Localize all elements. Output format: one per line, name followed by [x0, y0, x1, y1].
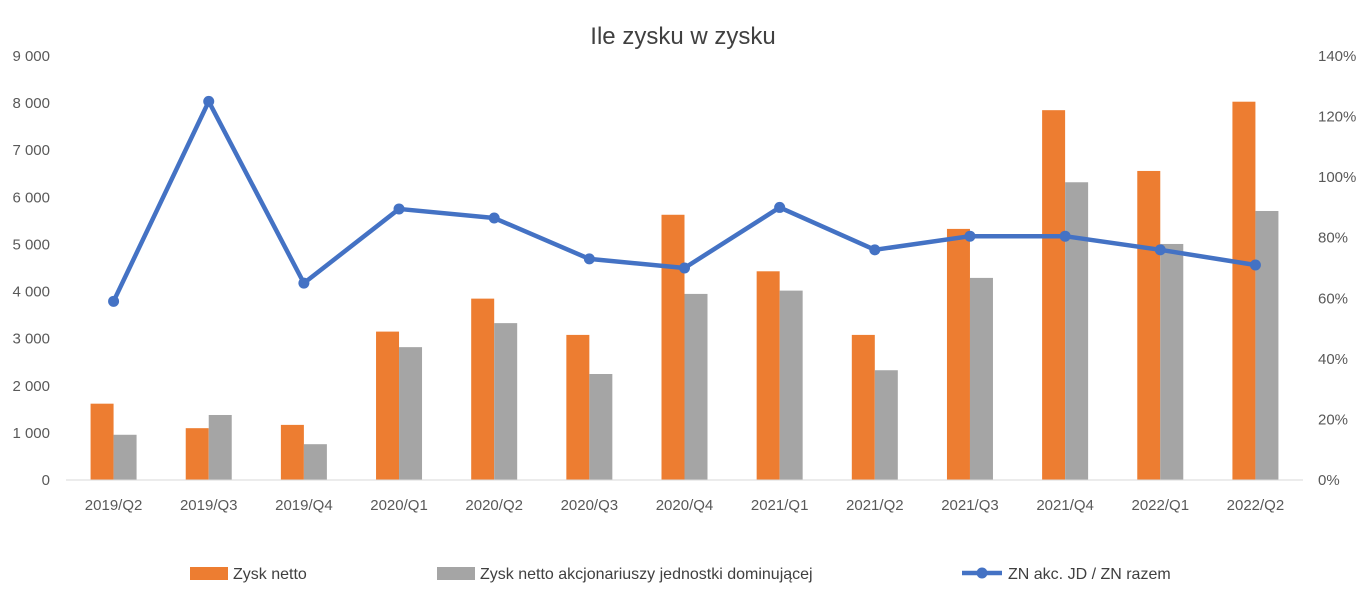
x-tick-label: 2019/Q4 — [275, 497, 333, 514]
y-left-tick-label: 0 — [42, 472, 50, 489]
bar-zysk-jd — [589, 374, 613, 480]
legend-label: Zysk netto — [233, 566, 307, 583]
ratio-point — [488, 212, 500, 224]
bar-zysk-jd — [1065, 182, 1089, 480]
bar-zysk-netto — [1232, 101, 1256, 480]
y-left-tick-label: 2 000 — [12, 378, 50, 395]
x-tick-label: 2021/Q4 — [1036, 497, 1094, 514]
y-left-tick-label: 9 000 — [12, 48, 50, 65]
x-tick-label: 2021/Q1 — [751, 497, 809, 514]
y-right-tick-label: 140% — [1318, 48, 1356, 65]
y-left-tick-label: 3 000 — [12, 331, 50, 348]
bar-zysk-jd — [399, 347, 423, 480]
bar-zysk-netto — [185, 428, 209, 480]
y-right-tick-label: 20% — [1318, 411, 1348, 428]
bar-zysk-netto — [90, 403, 114, 480]
ratio-point — [679, 262, 690, 274]
bar-zysk-netto — [566, 334, 590, 480]
bar-zysk-jd — [779, 290, 803, 480]
bar-zysk-jd — [874, 370, 898, 480]
y-left-tick-label: 4 000 — [12, 284, 50, 301]
x-tick-label: 2022/Q2 — [1227, 497, 1285, 514]
ratio-point — [203, 95, 215, 107]
ratio-point — [1154, 244, 1166, 256]
y-right-tick-label: 120% — [1318, 109, 1356, 126]
x-tick-label: 2019/Q3 — [180, 497, 238, 514]
bar-zysk-jd — [303, 444, 327, 480]
ratio-point — [298, 277, 310, 289]
bar-zysk-netto — [851, 334, 875, 480]
bar-zysk-netto — [661, 214, 685, 480]
chart-title: Ile zysku w zysku — [590, 23, 775, 50]
bar-zysk-netto — [471, 298, 495, 480]
y-right-tick-label: 100% — [1318, 169, 1356, 186]
bar-zysk-netto — [1137, 170, 1161, 480]
ratio-point — [1249, 259, 1261, 271]
legend: Zysk netto Zysk netto akcjonariuszy jedno… — [190, 566, 1171, 583]
x-tick-label: 2020/Q1 — [370, 497, 428, 514]
bar-zysk-netto — [280, 424, 304, 480]
bar-zysk-netto — [376, 331, 400, 480]
bar-zysk-netto — [756, 271, 780, 480]
ratio-point — [964, 230, 976, 242]
legend-swatch — [437, 567, 475, 580]
x-tick-label: 2020/Q3 — [561, 497, 619, 514]
legend-label: ZN akc. JD / ZN razem — [1008, 566, 1171, 583]
x-tick-label: 2022/Q1 — [1131, 497, 1189, 514]
bar-zysk-jd — [494, 323, 518, 480]
bar-zysk-jd — [969, 277, 993, 480]
legend-marker — [976, 567, 988, 579]
bar-zysk-jd — [113, 434, 137, 480]
ratio-point — [393, 203, 405, 215]
x-tick-label: 2019/Q2 — [85, 497, 143, 514]
y-right-tick-label: 40% — [1318, 351, 1348, 368]
y-left-tick-label: 5 000 — [12, 236, 50, 253]
y-right-tick-label: 0% — [1318, 472, 1340, 489]
y-left-tick-label: 6 000 — [12, 189, 50, 206]
ratio-point — [869, 244, 881, 256]
legend-swatch — [190, 567, 228, 580]
x-tick-label: 2021/Q3 — [941, 497, 999, 514]
ratio-point — [583, 253, 595, 265]
bar-zysk-netto — [946, 228, 970, 480]
bar-zysk-netto — [1042, 110, 1066, 480]
legend-label: Zysk netto akcjonariuszy jednostki domin… — [480, 566, 813, 583]
ratio-point — [774, 201, 786, 213]
plot-area: 0 1 000 2 000 3 000 4 000 5 000 6 000 7 000 8 00… — [12, 48, 1356, 514]
ratio-point — [1059, 230, 1071, 242]
y-left-tick-label: 7 000 — [12, 142, 50, 159]
bar-zysk-jd — [684, 293, 708, 480]
y-right-tick-label: 80% — [1318, 230, 1348, 247]
y-left-tick-label: 1 000 — [12, 425, 50, 442]
x-tick-label: 2021/Q2 — [846, 497, 904, 514]
ratio-point — [108, 295, 120, 307]
x-tick-label: 2020/Q4 — [656, 497, 714, 514]
bar-zysk-jd — [208, 414, 232, 480]
bar-zysk-jd — [1255, 210, 1279, 481]
bar-zysk-jd — [1160, 243, 1184, 480]
y-right-tick-label: 60% — [1318, 290, 1348, 307]
y-left-tick-label: 8 000 — [12, 95, 50, 112]
x-tick-label: 2020/Q2 — [465, 497, 523, 514]
